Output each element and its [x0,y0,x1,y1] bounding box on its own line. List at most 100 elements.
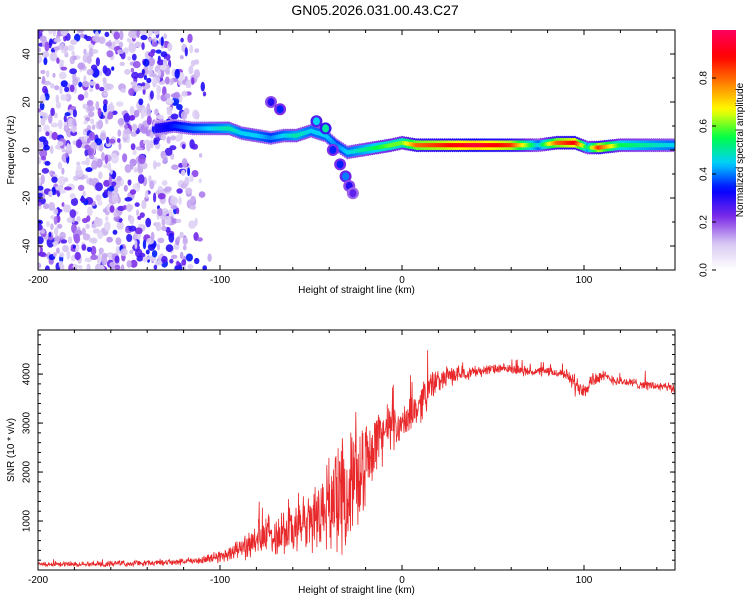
noise-speckle [129,189,137,195]
noise-speckle [77,265,83,269]
noise-speckle [179,251,184,260]
noise-speckle [104,117,109,125]
noise-speckle [102,77,107,84]
noise-speckle [147,57,156,67]
noise-speckle [170,194,174,201]
noise-speckle [65,152,69,158]
snr-y-axis-label: SNR (10 * v/v) [6,418,17,482]
noise-speckle [170,78,175,85]
noise-speckle [151,250,158,258]
noise-speckle [158,70,161,77]
noise-speckle [179,94,183,103]
noise-speckle [180,183,188,189]
noise-speckle [53,46,60,51]
noise-speckle [137,72,145,79]
noise-speckle [169,258,174,264]
noise-speckle [101,255,108,266]
noise-speckle [128,225,137,232]
noise-speckle [86,69,94,76]
noise-speckle [43,80,51,86]
noise-speckle [198,153,203,158]
noise-speckle [164,76,170,85]
noise-speckle [106,136,110,144]
noise-speckle [72,118,77,127]
noise-speckle [165,244,174,253]
noise-speckle [200,81,205,92]
noise-speckle [132,61,141,69]
x-tick-label: -100 [210,575,230,586]
noise-speckle [88,43,94,50]
noise-speckle [114,264,121,270]
noise-speckle [176,188,183,194]
noise-speckle [141,107,147,117]
noise-speckle [99,132,107,141]
noise-speckle [131,123,138,132]
noise-speckle [90,64,98,71]
noise-speckle [166,98,175,104]
noise-speckle [133,109,140,118]
noise-speckle [44,161,51,166]
noise-speckle [191,77,195,85]
noise-speckle [170,205,178,210]
noise-speckle [114,255,120,264]
noise-speckle [106,236,113,243]
noise-speckle [66,217,73,224]
y-tick-label: 20 [22,96,33,108]
noise-speckle [168,232,175,243]
x-tick-label: 0 [399,275,405,286]
noise-speckle [153,30,160,36]
noise-speckle [130,259,138,268]
noise-speckle [127,56,131,61]
noise-speckle [57,119,63,130]
noise-speckle [171,97,180,106]
noise-speckle [102,65,108,74]
noise-speckle [116,221,124,230]
colorbar-tick-label: 0.4 [699,167,710,181]
noise-speckle [67,117,75,127]
noise-speckle [123,184,128,192]
noise-speckle [72,264,79,269]
noise-speckle [122,153,128,163]
noise-speckle [130,143,136,151]
noise-speckle [123,47,129,55]
noise-speckle [119,30,124,41]
noise-speckle [97,119,104,129]
noise-speckle [174,264,183,270]
noise-speckle [115,237,122,246]
noise-speckle [39,148,48,158]
x-tick-label: 100 [576,275,593,286]
colorbar-tick-label: 0.2 [699,215,710,229]
noise-speckle [190,205,194,210]
noise-speckle [60,94,68,101]
noise-speckle [140,34,148,41]
noise-speckle [65,144,72,152]
noise-speckle [61,264,65,270]
noise-speckle [41,75,46,84]
noise-speckle [60,80,68,88]
blob [329,146,337,154]
noise-speckle [198,178,202,184]
noise-speckle [114,39,121,45]
noise-speckle [124,68,131,75]
figure-title: GN05.2026.031.00.43.C27 [291,2,459,18]
noise-speckle [56,223,63,229]
noise-speckle [160,51,168,58]
snr-series-line [38,350,675,568]
noise-speckle [90,118,94,125]
noise-speckle [67,236,73,244]
noise-speckle [48,41,52,49]
noise-speckle [83,75,87,83]
colorbar-tick-label: 0.0 [699,263,710,277]
noise-speckle [170,135,177,141]
noise-speckle [125,116,130,121]
noise-speckle [78,81,83,88]
noise-speckle [117,129,122,137]
noise-speckle [72,109,77,118]
noise-speckle [194,257,200,265]
noise-speckle [75,165,82,172]
colorbar-tick-label: 0.6 [699,119,710,133]
y-tick-label: 40 [22,48,33,60]
noise-speckle [108,138,116,144]
noise-speckle [120,264,125,270]
noise-speckle [127,179,132,186]
